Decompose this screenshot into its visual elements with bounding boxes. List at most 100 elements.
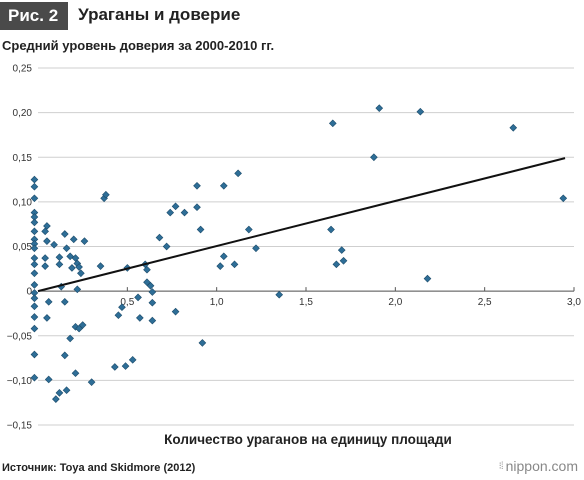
data-point — [275, 290, 284, 299]
data-point — [121, 362, 130, 370]
data-point — [111, 363, 119, 371]
data-point — [55, 253, 64, 262]
brand-logo: ⁝⁞ nippon.com — [499, 458, 578, 474]
data-point — [69, 235, 78, 244]
data-point — [30, 260, 39, 269]
data-point — [148, 298, 157, 307]
data-point — [78, 321, 87, 329]
data-point — [155, 233, 164, 242]
data-point — [30, 194, 39, 203]
x-tick-label: 0,5 — [120, 297, 134, 308]
data-point — [43, 314, 51, 322]
data-point — [143, 265, 151, 274]
data-point — [332, 260, 341, 269]
data-point — [30, 269, 39, 278]
data-point — [41, 254, 49, 262]
data-point — [423, 274, 432, 283]
y-tick-label: 0,10 — [13, 197, 33, 208]
chart-title: Средний уровень доверия за 2000-2010 гг. — [2, 38, 275, 53]
data-point — [55, 260, 64, 269]
data-point — [50, 240, 58, 249]
data-point — [337, 246, 346, 254]
data-point — [114, 311, 123, 320]
data-point — [75, 263, 83, 271]
data-point — [43, 237, 51, 245]
data-point — [30, 324, 39, 333]
data-point — [30, 218, 39, 227]
x-tick-label: 2,5 — [478, 297, 492, 308]
data-point — [30, 373, 39, 382]
data-point — [30, 254, 39, 262]
data-point — [166, 208, 175, 217]
data-point — [193, 181, 201, 190]
data-point — [87, 378, 96, 386]
data-point — [219, 252, 228, 261]
data-point — [60, 351, 69, 360]
data-point — [30, 227, 39, 236]
data-point — [196, 225, 205, 234]
x-tick-label: 1,5 — [299, 297, 313, 308]
x-tick-label: 3,0 — [567, 297, 581, 308]
data-point — [339, 256, 348, 265]
data-point — [66, 334, 74, 343]
y-tick-label: −0,05 — [7, 331, 33, 342]
data-point — [62, 386, 71, 395]
brand-name: nippon.com — [505, 458, 578, 474]
data-point — [30, 313, 39, 321]
data-point — [55, 389, 64, 397]
data-point — [559, 194, 568, 203]
figure-title: Ураганы и доверие — [78, 5, 241, 24]
y-tick-label: 0,05 — [13, 242, 33, 253]
figure-header: Рис. 2 Ураганы и доверие — [0, 0, 240, 30]
data-point — [509, 123, 518, 132]
data-point — [30, 302, 39, 311]
data-point — [68, 264, 76, 272]
data-point — [219, 181, 228, 190]
data-point — [30, 350, 39, 359]
data-point — [245, 225, 253, 234]
y-tick-label: −0,10 — [7, 376, 33, 387]
data-point — [77, 269, 85, 278]
data-point — [41, 262, 49, 270]
y-tick-label: 0,20 — [13, 108, 33, 119]
x-axis-label: Количество ураганов на единицу площади — [164, 432, 452, 447]
data-point — [80, 237, 89, 245]
data-point — [73, 285, 82, 294]
data-point — [234, 169, 242, 178]
data-point — [180, 208, 189, 217]
data-point — [171, 202, 180, 211]
data-point — [252, 244, 260, 253]
data-point — [193, 203, 201, 212]
brand-dots-icon: ⁝⁞ — [498, 460, 504, 472]
data-point — [44, 298, 53, 306]
source-note: Источник: Toya and Skidmore (2012) — [2, 462, 196, 474]
data-point — [148, 288, 157, 296]
data-point — [327, 225, 335, 234]
data-point — [328, 119, 337, 128]
data-point — [30, 175, 39, 184]
data-point — [62, 244, 71, 253]
data-point — [43, 222, 51, 230]
data-point — [375, 104, 384, 112]
data-point — [71, 369, 80, 378]
data-point — [134, 293, 142, 302]
data-point — [30, 244, 39, 253]
data-point — [136, 314, 144, 322]
data-point — [148, 316, 157, 325]
data-point — [370, 153, 378, 162]
data-point — [216, 262, 225, 270]
data-point — [146, 281, 155, 290]
x-tick-label: 2,0 — [388, 297, 402, 308]
data-point — [60, 230, 69, 238]
data-point — [30, 281, 39, 289]
data-point — [416, 107, 425, 116]
data-point — [198, 339, 207, 347]
data-point — [230, 260, 239, 269]
data-point — [162, 242, 171, 251]
trend-line — [37, 157, 566, 293]
y-tick-label: −0,15 — [7, 421, 33, 432]
data-point — [30, 294, 39, 303]
data-point — [128, 356, 137, 364]
data-point — [30, 182, 39, 191]
